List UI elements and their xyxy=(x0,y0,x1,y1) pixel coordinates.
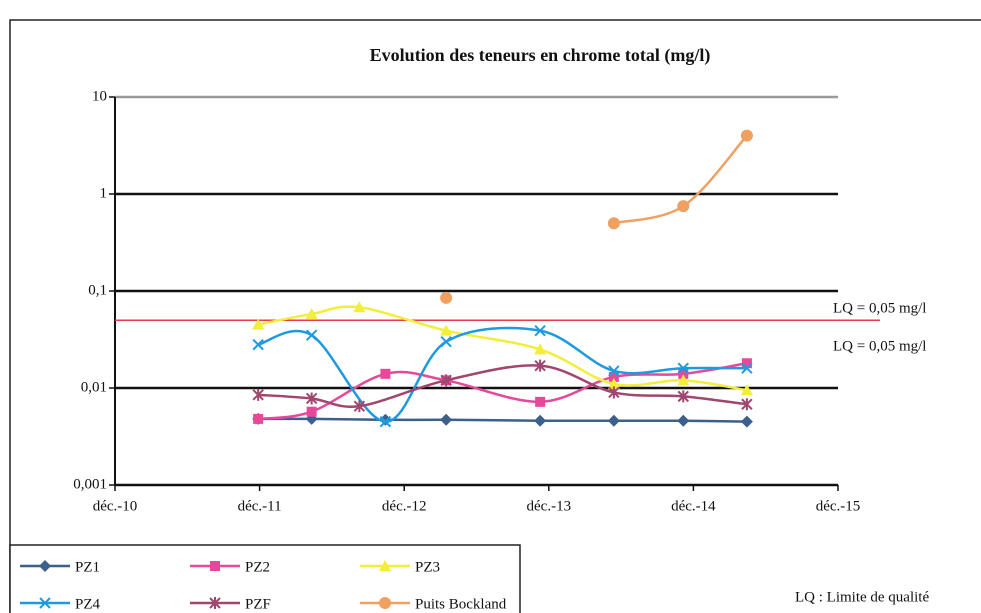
marker xyxy=(534,343,547,355)
series-line xyxy=(257,362,748,421)
marker xyxy=(677,200,690,213)
marker xyxy=(608,371,619,382)
x-tick-label: déc.-12 xyxy=(382,498,427,514)
marker xyxy=(741,362,753,374)
marker xyxy=(677,414,690,427)
marker xyxy=(440,336,452,348)
y-tick-label: 0,1 xyxy=(88,282,107,298)
x-tick-label: déc.-10 xyxy=(93,498,138,514)
annotation: LQ = 0,05 mg/l xyxy=(833,301,926,317)
marker xyxy=(534,414,547,427)
legend-label: PZ3 xyxy=(415,559,440,575)
marker xyxy=(379,415,392,428)
x-tick-label: déc.-11 xyxy=(238,498,282,514)
y-tick-label: 0,01 xyxy=(81,379,107,395)
series-line xyxy=(258,417,747,423)
marker xyxy=(607,377,620,389)
chart-frame xyxy=(9,19,981,613)
y-tick-label: 10 xyxy=(92,88,107,104)
marker xyxy=(608,365,620,377)
marker xyxy=(253,413,264,424)
marker xyxy=(535,396,546,407)
marker xyxy=(440,413,453,426)
marker xyxy=(678,368,689,379)
x-tick-label: déc.-13 xyxy=(527,498,572,514)
legend-marker xyxy=(379,597,391,609)
legend-marker xyxy=(209,597,221,609)
marker xyxy=(741,358,752,369)
marker xyxy=(740,415,753,428)
series-line xyxy=(257,305,748,392)
marker xyxy=(379,413,392,426)
legend-marker xyxy=(379,560,391,571)
marker xyxy=(306,406,317,417)
marker xyxy=(607,414,620,427)
marker xyxy=(534,359,546,372)
marker xyxy=(252,388,264,401)
marker xyxy=(740,384,753,396)
y-tick-label: 1 xyxy=(100,185,108,201)
marker xyxy=(607,217,620,230)
series-line xyxy=(257,326,747,423)
marker xyxy=(380,368,391,379)
marker xyxy=(534,324,546,337)
marker xyxy=(252,318,265,330)
series-line xyxy=(258,364,748,409)
legend-marker xyxy=(210,561,220,571)
legend-label: PZF xyxy=(245,596,271,612)
marker xyxy=(741,398,753,411)
legend-box xyxy=(9,544,521,613)
marker xyxy=(440,291,453,304)
legend-label: PZ2 xyxy=(245,559,270,575)
marker xyxy=(305,329,318,341)
marker xyxy=(353,400,366,413)
marker xyxy=(305,392,318,405)
legend-marker xyxy=(39,560,51,572)
legend-label: PZ4 xyxy=(75,596,101,612)
x-tick-label: déc.-14 xyxy=(671,498,716,514)
chart-title: Evolution des teneurs en chrome total (m… xyxy=(370,45,711,66)
annotation: LQ = 0,05 mg/l xyxy=(833,339,926,355)
marker xyxy=(677,374,690,386)
marker xyxy=(353,301,366,313)
footnote: LQ : Limite de qualité xyxy=(795,589,929,605)
legend-label: Puits Bockland xyxy=(415,596,507,612)
marker xyxy=(252,338,264,351)
marker xyxy=(740,129,753,142)
legend-label: PZ1 xyxy=(75,559,100,575)
marker xyxy=(305,307,318,319)
marker xyxy=(440,374,452,387)
marker xyxy=(677,390,689,403)
marker xyxy=(677,362,689,374)
legend-marker xyxy=(39,597,51,609)
x-tick-label: déc.-15 xyxy=(816,498,861,514)
marker xyxy=(440,324,453,336)
y-tick-label: 0,001 xyxy=(73,476,107,492)
marker xyxy=(608,386,620,399)
